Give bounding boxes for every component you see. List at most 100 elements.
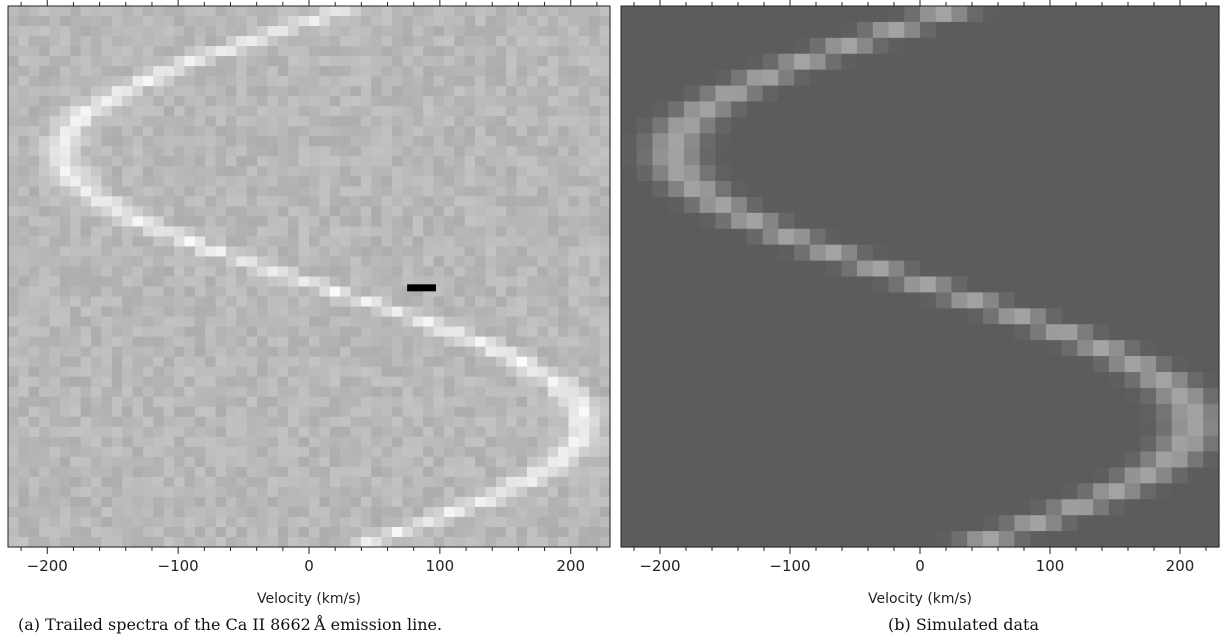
heatmap-cell: [381, 396, 393, 408]
heatmap-cell: [49, 26, 61, 37]
heatmap-cell: [495, 356, 507, 368]
heatmap-cell: [464, 266, 476, 278]
heatmap-cell: [257, 146, 269, 157]
heatmap-cell: [236, 386, 248, 398]
heatmap-cell: [371, 346, 383, 358]
heatmap-cell: [132, 126, 144, 137]
heatmap-cell: [568, 236, 580, 248]
heatmap-cell: [246, 426, 258, 438]
heatmap-cell: [506, 516, 518, 528]
heatmap-cell: [516, 216, 528, 228]
heatmap-cell: [668, 69, 685, 87]
heatmap-cell: [636, 419, 654, 437]
heatmap-cell: [277, 276, 289, 288]
heatmap-cell: [423, 456, 435, 468]
heatmap-cell: [443, 316, 455, 328]
heatmap-cell: [184, 436, 196, 448]
heatmap-cell: [402, 136, 414, 147]
heatmap-cell: [8, 356, 19, 368]
heatmap-cell: [39, 246, 51, 258]
heatmap-cell: [558, 376, 570, 388]
heatmap-cell: [340, 96, 352, 107]
heatmap-cell: [174, 476, 186, 488]
heatmap-cell: [225, 306, 237, 318]
heatmap-cell: [174, 86, 186, 97]
heatmap-cell: [174, 346, 186, 358]
heatmap-cell: [288, 386, 300, 398]
heatmap-cell: [526, 476, 538, 488]
heatmap-cell: [39, 236, 51, 248]
heatmap-cell: [872, 292, 890, 309]
heatmap-cell: [329, 226, 341, 238]
heatmap-cell: [1108, 53, 1126, 71]
heatmap-cell: [91, 486, 103, 498]
heatmap-cell: [904, 260, 921, 278]
heatmap-cell: [495, 346, 507, 358]
heatmap-cell: [236, 26, 248, 37]
heatmap-cell: [920, 85, 937, 103]
heatmap-cell: [153, 476, 165, 488]
heatmap-cell: [825, 403, 842, 421]
heatmap-cell: [433, 116, 445, 127]
heatmap-cell: [578, 336, 590, 348]
heatmap-cell: [236, 366, 248, 378]
heatmap-cell: [464, 6, 476, 17]
heatmap-cell: [412, 306, 424, 318]
heatmap-cell: [267, 136, 279, 147]
heatmap-cell: [967, 292, 984, 309]
heatmap-cell: [329, 526, 341, 538]
heatmap-cell: [28, 96, 40, 107]
heatmap-cell: [731, 244, 748, 262]
heatmap-cell: [402, 176, 414, 187]
heatmap-cell: [205, 136, 217, 147]
heatmap-cell: [153, 496, 165, 508]
heatmap-cell: [1171, 483, 1189, 500]
heatmap-cell: [888, 531, 905, 548]
heatmap-cell: [568, 86, 580, 97]
heatmap-cell: [101, 196, 113, 207]
heatmap-cell: [935, 435, 953, 453]
heatmap-cell: [475, 306, 487, 318]
heatmap-cell: [28, 176, 40, 187]
heatmap-cell: [731, 387, 748, 405]
heatmap-cell: [8, 196, 19, 207]
heatmap-cell: [360, 256, 372, 268]
heatmap-cell: [28, 216, 40, 228]
heatmap-cell: [381, 286, 393, 298]
heatmap-cell: [1124, 85, 1141, 103]
heatmap-cell: [28, 76, 40, 87]
heatmap-cell: [1140, 308, 1157, 325]
heatmap-cell: [1171, 467, 1189, 484]
heatmap-cell: [329, 56, 341, 67]
heatmap-cell: [794, 435, 811, 453]
heatmap-cell: [1061, 181, 1078, 198]
heatmap-cell: [935, 21, 953, 39]
heatmap-cell: [288, 206, 300, 217]
heatmap-cell: [371, 436, 383, 448]
heatmap-cell: [360, 326, 372, 338]
heatmap-cell: [668, 37, 685, 55]
heatmap-cell: [59, 206, 71, 217]
heatmap-cell: [215, 446, 227, 458]
heatmap-cell: [70, 506, 82, 518]
heatmap-cell: [982, 117, 1000, 134]
heatmap-cell: [464, 446, 476, 458]
heatmap-cell: [904, 133, 921, 150]
heatmap-cell: [485, 16, 497, 27]
heatmap-cell: [184, 526, 196, 538]
heatmap-cell: [174, 416, 186, 428]
heatmap-cell: [1077, 212, 1094, 230]
heatmap-cell: [132, 456, 144, 468]
heatmap-cell: [599, 456, 611, 468]
heatmap-cell: [277, 496, 289, 508]
heatmap-cell: [59, 476, 71, 488]
heatmap-cell: [652, 483, 669, 500]
heatmap-cell: [8, 216, 19, 228]
heatmap-cell: [298, 226, 310, 238]
heatmap-cell: [246, 136, 258, 147]
heatmap-cell: [194, 286, 206, 298]
heatmap-cell: [1124, 276, 1141, 294]
heatmap-cell: [111, 416, 123, 428]
heatmap-cell: [1045, 37, 1063, 55]
heatmap-cell: [433, 56, 445, 67]
